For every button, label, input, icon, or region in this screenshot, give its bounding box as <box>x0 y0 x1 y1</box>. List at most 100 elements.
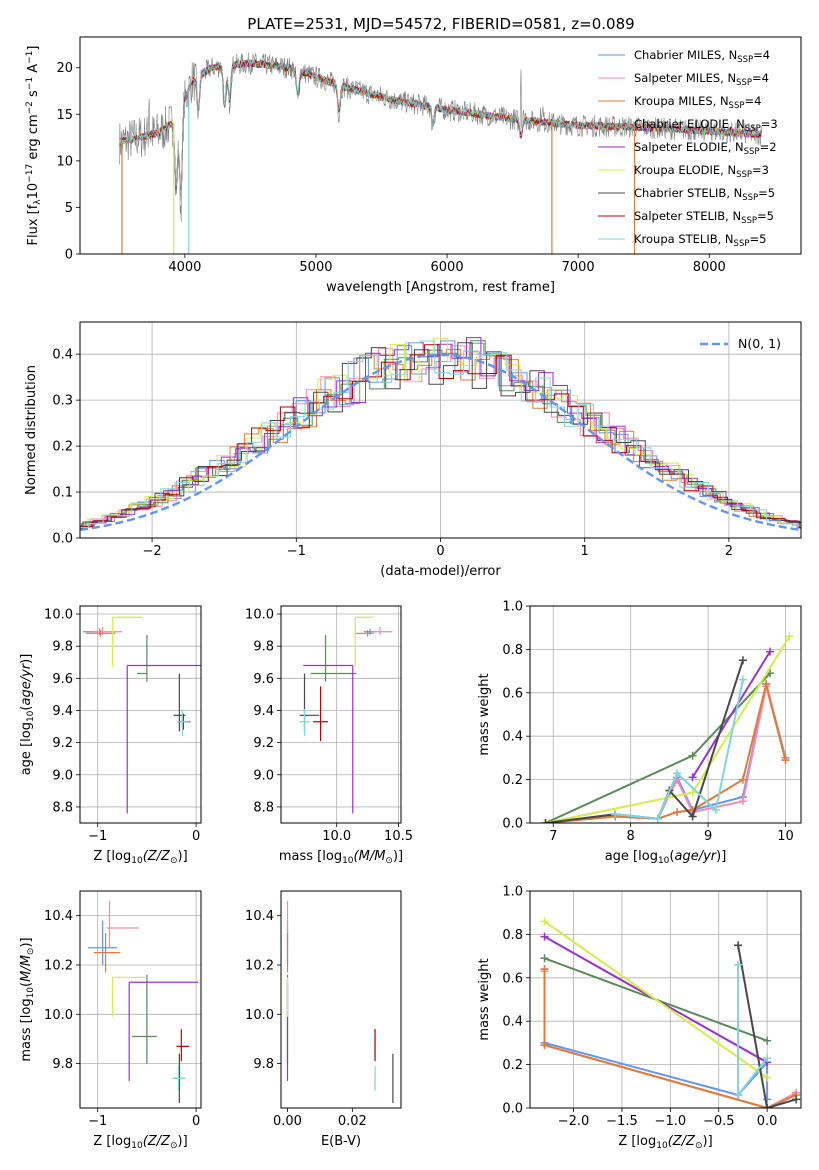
legend-label-chabrier_elodie: Chabrier ELODIE, NSSP=3 <box>634 117 778 134</box>
legend-sub: SSP <box>736 170 752 180</box>
legend-part: Kroupa MILES, N <box>634 94 729 108</box>
xlabel-part: ( <box>669 849 674 864</box>
xlabel-part: (Z/Z <box>668 1134 696 1149</box>
weight_vs_Z-ytick-label: 1.0 <box>502 885 523 900</box>
residuals-ylabel: Normed distribution <box>24 365 39 495</box>
residuals-ytick-label: 0.0 <box>52 532 73 547</box>
legend-label-kroupa_elodie: Kroupa ELODIE, NSSP=3 <box>634 163 769 180</box>
age_vs_mass-ytick-label: 10.0 <box>245 608 274 623</box>
age_vs_Z-ylabel: age [log10(age/yr)] <box>19 654 36 776</box>
residuals-xtick-label: 0 <box>436 544 444 559</box>
legend-label-chabrier_miles: Chabrier MILES, NSSP=4 <box>634 48 770 65</box>
weight-marker-chabrier_stelib <box>734 941 743 950</box>
weight_vs_Z-ytick-label: 0.2 <box>502 1058 523 1073</box>
mass_vs_Z-ytick-label: 10.2 <box>44 958 73 973</box>
xlabel-part: (Z/Z <box>143 849 171 864</box>
histogram-kroupa_elodie <box>80 337 801 529</box>
weight-marker-kroupa_stelib <box>763 1054 772 1063</box>
age_vs_mass-frame <box>280 605 402 824</box>
xlabel-sun: ⊙ <box>385 856 393 866</box>
spectrum-frame <box>79 36 802 255</box>
weight-marker-chabrier_stelib <box>688 812 697 821</box>
ylabel-part: )] <box>19 654 34 664</box>
weight_vs_age-ylabel: mass weight <box>477 673 492 755</box>
ylabel-part: age [log <box>19 722 34 775</box>
ylabel-part: 10 <box>26 183 41 200</box>
ylabel-part: mass [log <box>19 998 34 1061</box>
legend-part: Kroupa ELODIE, N <box>634 163 736 177</box>
mass_vs_Z-ytick-label: 9.8 <box>52 1057 73 1072</box>
residuals-ytick-label: 0.4 <box>52 348 73 363</box>
histogram-salpeter_elodie <box>80 337 801 529</box>
legend-sub: SSP <box>729 101 745 111</box>
legend-label-salpeter_miles: Salpeter MILES, NSSP=4 <box>634 71 769 88</box>
model-spectrum-kroupa_stelib <box>118 58 762 198</box>
weight_vs_age-xtick-label: 10 <box>777 829 794 844</box>
ylabel-part: erg cm <box>26 114 41 163</box>
ylabel-part: 10 <box>26 710 36 722</box>
ylabel-part: ] <box>26 46 41 51</box>
weight-marker-chabrier_stelib <box>541 819 550 823</box>
weight-marker-kroupa_elodie <box>688 788 697 797</box>
weight-marker-kroupa_stelib <box>653 814 662 823</box>
residuals-ytick-label: 0.2 <box>52 440 73 455</box>
xlabel-part: age [log <box>605 849 658 864</box>
histogram-kroupa_miles <box>80 349 801 529</box>
xlabel-part: Z [log <box>93 1134 131 1149</box>
weight-marker-kroupa_stelib <box>734 1090 743 1099</box>
legend-tail: =5 <box>758 186 775 200</box>
weight_vs_Z-ytick-label: 0.4 <box>502 1015 523 1030</box>
xlabel-sub: 10 <box>656 1141 668 1151</box>
age_vs_mass-ytick-label: 9.6 <box>253 672 274 687</box>
legend-part: Salpeter ELODIE, N <box>634 140 744 154</box>
ylabel-part: ( <box>19 982 34 987</box>
xlabel-part: Z [log <box>618 1134 656 1149</box>
weight-marker-kroupa_miles <box>762 680 771 689</box>
spectrum-ytick-label: 10 <box>56 154 73 169</box>
legend-sub: SSP <box>734 239 750 249</box>
legend-part: Salpeter MILES, N <box>634 71 736 85</box>
ylabel-part: −17 <box>25 164 35 183</box>
age_vs_mass-plot-area <box>299 616 393 814</box>
age_vs_mass-ytick-label: 9.8 <box>253 640 274 655</box>
mass_vs_ebv-frame <box>280 890 402 1109</box>
ylabel-part: −1 <box>25 77 35 90</box>
mass_vs_Z-xtick-label: −1 <box>88 1114 107 1129</box>
spectrum-ylabel: Flux [fλ10−17 erg cm−2 s−1 A−1] <box>25 46 43 246</box>
mass_vs_ebv-xlabel: E(B-V) <box>321 1134 361 1149</box>
residuals-plot-area <box>80 337 801 532</box>
weight_vs_Z-xtick-label: −0.5 <box>703 1114 735 1129</box>
mass_vs_ebv-axes: 0.00 0.02 9.8 10.0 10.2 10.4 E(B-V) <box>245 890 402 1149</box>
age_vs_mass-ytick-label: 9.2 <box>253 736 274 751</box>
weight-marker-kroupa_stelib <box>611 810 620 819</box>
legend-gaussian-label: N(0, 1) <box>738 336 781 351</box>
age_vs_Z-ytick-label: 9.0 <box>52 768 73 783</box>
weight_vs_age-ytick-label: 0.2 <box>502 773 523 788</box>
weight_vs_Z-xlabel: Z [log10(Z/Z⊙)] <box>618 1134 712 1151</box>
legend-sub: SSP <box>744 147 760 157</box>
mass_vs_ebv-ytick-label: 10.0 <box>245 1008 274 1023</box>
legend-tail: =4 <box>752 71 769 85</box>
mass_vs_ebv-ytick-label: 9.8 <box>253 1057 274 1072</box>
xlabel-sun: ⊙ <box>695 1141 703 1151</box>
spectrum-xtick-label: 5000 <box>299 260 332 275</box>
mass_vs_Z-ylabel: mass [log10(M/M⊙)] <box>19 937 36 1061</box>
weight-marker-chabrier_elodie <box>688 751 697 760</box>
mass_vs_Z-ytick-label: 10.0 <box>44 1008 73 1023</box>
weight_vs_Z-frame <box>529 890 802 1109</box>
ylabel-part: Flux [f <box>26 204 41 245</box>
legend-tail: =3 <box>761 117 778 131</box>
spectrum-ytick-label: 0 <box>65 248 73 263</box>
legend-tail: =5 <box>749 232 766 246</box>
ylabel-part: A <box>26 64 41 77</box>
mass_vs_ebv-plot-area <box>286 900 394 1104</box>
histogram-chabrier_stelib <box>80 342 801 529</box>
weight-line-salpeter_elodie <box>691 651 771 778</box>
spectrum-ytick-label: 20 <box>56 61 73 76</box>
legend-sub: SSP <box>741 216 757 226</box>
weight-marker-kroupa_stelib <box>734 960 743 969</box>
weight_vs_Z-axes: −2.0 −1.5 −1.0 −0.5 0.0 0.0 0.2 0.4 0.6 0.8 1.0 mas… <box>477 885 802 1151</box>
mass_vs_Z-axes: −1 09.810.010.210.4Z [log10(Z/Z⊙)]mass [l… <box>19 890 202 1151</box>
residuals-axes: −2 −1 0 1 2 0.0 0.1 0.2 0.3 0.4 (data-model)/error… <box>24 321 802 579</box>
